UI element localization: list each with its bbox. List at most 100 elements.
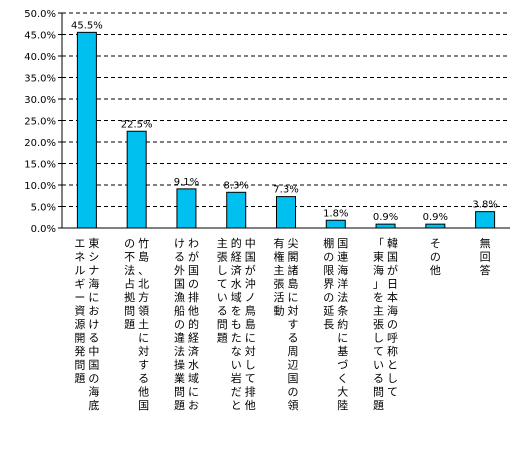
category-label-char: 済 — [231, 263, 242, 277]
category-label-char: 、 — [138, 264, 149, 277]
category-label-char: 経 — [188, 332, 199, 345]
data-label: 45.5% — [71, 20, 103, 31]
category-label-char: 題 — [373, 399, 384, 412]
category-label-char: 基 — [337, 345, 348, 358]
category-label-char: 中 — [245, 237, 256, 250]
category-label-char: 称 — [387, 344, 398, 358]
category-label-char: 法 — [124, 263, 135, 277]
category-label-char: 尖 — [288, 237, 299, 250]
y-tick-label: 50.0% — [24, 9, 56, 20]
category-label-char: に — [337, 332, 348, 345]
category-label-char: 北 — [138, 278, 149, 291]
category-label-char: 水 — [188, 359, 199, 372]
category-label-char: る — [138, 372, 149, 385]
category-label-char: 」 — [373, 278, 384, 291]
y-tick-label: 15.0% — [24, 160, 56, 171]
category-label-char: が — [245, 263, 256, 277]
category-label-char: 的 — [188, 317, 199, 331]
category-label-char: 国 — [387, 251, 398, 264]
category-label-char: 題 — [74, 372, 85, 385]
data-label: 22.5% — [121, 119, 153, 130]
category-label-char: と — [231, 399, 242, 412]
category-label-char: 日 — [387, 278, 398, 291]
category-label-char: 国 — [245, 251, 256, 264]
category-label-char: 問 — [74, 359, 85, 372]
category-labels: 東シナ海における中国の海底エネルギー資源開発問題竹島、北方領土に対する他国の不法… — [74, 236, 490, 412]
category-label-char: 国 — [188, 264, 199, 277]
category-label-char: 対 — [138, 344, 149, 358]
category-label-char: エ — [74, 237, 85, 250]
category-label-char: の — [288, 386, 299, 399]
category-label-char: 資 — [74, 305, 85, 318]
category-label-char: の — [323, 291, 334, 304]
category-label-char: 延 — [323, 305, 334, 318]
category-label-char: ル — [74, 264, 85, 277]
category-label-char: 国 — [138, 399, 149, 412]
category-label-char: 他 — [188, 305, 199, 318]
category-label-char: 対 — [288, 304, 299, 318]
category-label-char: に — [245, 332, 256, 345]
category-label-char: 題 — [217, 332, 228, 345]
category-label-char: 済 — [188, 344, 199, 358]
category-label-char: の — [88, 372, 99, 385]
category-label-char: 国 — [174, 278, 185, 291]
data-label: 9.1% — [174, 177, 199, 188]
category-label-char: ー — [74, 291, 85, 304]
category-label-char: す — [288, 318, 299, 331]
category-label-char: 排 — [245, 385, 256, 399]
category-label-char: 排 — [188, 290, 199, 304]
data-label: 1.8% — [323, 208, 348, 219]
category-label-char: て — [245, 372, 256, 385]
category-label-char: 法 — [337, 290, 348, 304]
bar — [76, 31, 97, 229]
category-label-char: お — [88, 305, 99, 318]
category-label-char: 条 — [337, 304, 348, 318]
category-label-char: 土 — [138, 318, 149, 331]
category-label-char: け — [174, 237, 185, 250]
category-label-char: 呼 — [387, 332, 398, 345]
category-label-char: る — [174, 251, 185, 264]
category-label-char: 国 — [337, 237, 348, 250]
category-label-char: 経 — [231, 251, 242, 264]
category-label-char: が — [387, 263, 398, 277]
category-label-char: し — [373, 332, 384, 345]
category-label-char: 他 — [245, 399, 256, 412]
category-label-char: 海 — [88, 277, 99, 291]
category-label-char: 有 — [274, 236, 285, 250]
category-label-char: を — [373, 291, 384, 304]
category-label-char: 陸 — [337, 399, 348, 412]
category-label-char: 操 — [174, 358, 185, 372]
category-label-char: を — [231, 305, 242, 318]
category-label-char: 外 — [174, 264, 185, 277]
y-tick-label: 35.0% — [24, 74, 56, 85]
category-label-char: に — [88, 291, 99, 304]
category-label-char: 閣 — [288, 251, 299, 264]
category-label-char: 問 — [217, 318, 228, 331]
category-label-char: に — [138, 332, 149, 345]
category-label-char: 主 — [217, 237, 228, 250]
category-label-char: 東 — [373, 251, 384, 264]
y-tick-label: 10.0% — [24, 181, 56, 192]
category-label-char: 中 — [88, 345, 99, 358]
category-label-char: の — [323, 251, 334, 264]
category-label-char: す — [138, 359, 149, 372]
category-label-char: 沖 — [245, 278, 256, 291]
category-label-char: ネ — [74, 251, 85, 264]
category-label-char: る — [217, 305, 228, 318]
category-label-char: の — [188, 278, 199, 291]
category-label-char: 島 — [288, 277, 299, 291]
category-label-char: 対 — [245, 344, 256, 358]
category-label-char: る — [288, 332, 299, 345]
bar — [475, 211, 496, 229]
bars — [76, 31, 496, 229]
category-label-char: 岩 — [231, 371, 242, 385]
category-label-char: シ — [88, 251, 99, 264]
category-label-char: に — [188, 386, 199, 399]
y-tick-label: 20.0% — [24, 138, 56, 149]
category-label-char: 島 — [138, 250, 149, 264]
category-label-char: 題 — [124, 318, 135, 331]
category-label-char: い — [373, 359, 384, 372]
y-tick-label: 30.0% — [24, 95, 56, 106]
category-label-char: い — [217, 291, 228, 304]
